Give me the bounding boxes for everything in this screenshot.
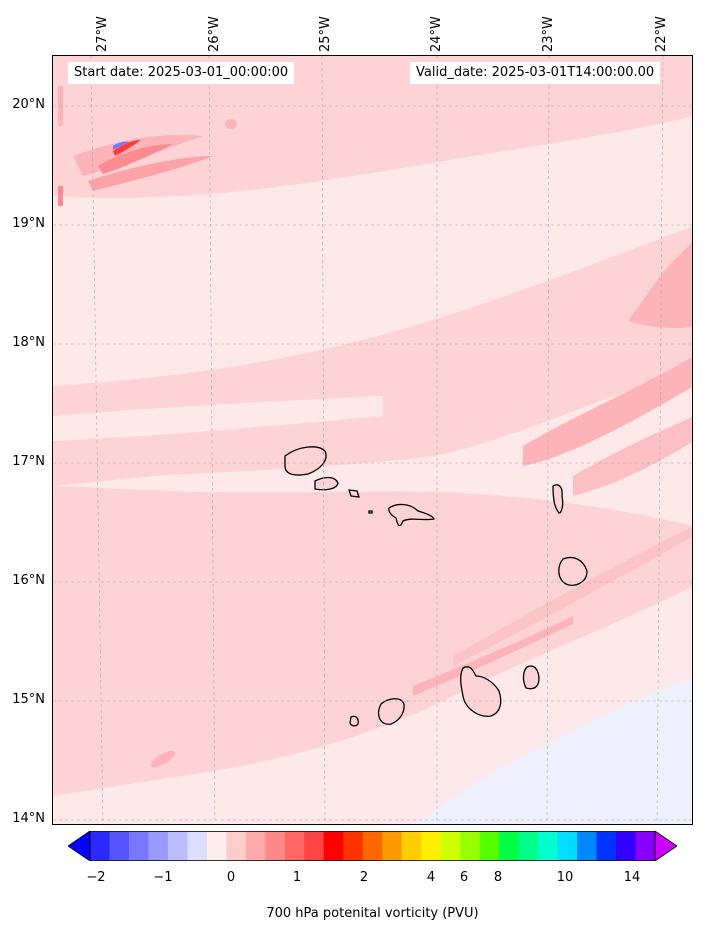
colorbar-cell xyxy=(284,831,305,861)
cb-tick-6: 6 xyxy=(459,870,469,885)
lat-label-18n: 18°N xyxy=(12,335,45,350)
colorbar-cell xyxy=(596,831,617,861)
colorbar-cell xyxy=(265,831,286,861)
colorbar-cell xyxy=(90,831,110,861)
colorbar-cell xyxy=(401,831,422,861)
colorbar-cell xyxy=(421,831,442,861)
colorbar-cell xyxy=(499,831,520,861)
cb-tick-3: 1 xyxy=(292,870,302,885)
colorbar-cell xyxy=(167,831,188,861)
lat-label-15n: 15°N xyxy=(12,692,45,707)
colorbar-cell xyxy=(245,831,266,861)
colorbar-cell xyxy=(323,831,344,861)
colorbar-cell xyxy=(226,831,247,861)
cb-tick-1: −1 xyxy=(153,870,173,885)
colorbar-min-arrow xyxy=(68,831,91,861)
start-date-label: Start date: 2025-03-01_00:00:00 xyxy=(68,62,295,84)
colorbar-cell xyxy=(343,831,364,861)
colorbar-cell xyxy=(109,831,130,861)
colorbar-cell xyxy=(382,831,403,861)
colorbar-cell xyxy=(577,831,598,861)
lat-label-16n: 16°N xyxy=(12,573,45,588)
lon-label-22w: 22°W xyxy=(654,16,669,52)
cb-tick-9: 14 xyxy=(623,870,641,885)
colorbar-cell xyxy=(187,831,208,861)
lat-label-17n: 17°N xyxy=(12,454,45,469)
lon-label-27w: 27°W xyxy=(95,16,110,52)
colorbar-cell xyxy=(128,831,149,861)
colorbar-cell xyxy=(206,831,227,861)
cb-tick-7: 8 xyxy=(493,870,503,885)
lat-label-20n: 20°N xyxy=(12,97,45,112)
colorbar-cell xyxy=(479,831,500,861)
lon-label-26w: 26°W xyxy=(207,16,222,52)
colorbar-cell xyxy=(518,831,539,861)
pv-field xyxy=(53,56,692,824)
lat-label-19n: 19°N xyxy=(12,216,45,231)
lat-label-14n: 14°N xyxy=(12,811,45,826)
lon-label-25w: 25°W xyxy=(318,16,333,52)
map-panel xyxy=(52,55,693,825)
valid-date-label: Valid_date: 2025-03-01T14:00:00.00 xyxy=(410,62,661,84)
lon-label-24w: 24°W xyxy=(429,16,444,52)
colorbar-cell xyxy=(635,831,656,861)
colorbar-cell xyxy=(557,831,578,861)
colorbar-title: 700 hPa potenital vorticity (PVU) xyxy=(266,906,479,921)
colorbar-cell xyxy=(616,831,637,861)
cb-tick-5: 4 xyxy=(426,870,436,885)
colorbar-cell xyxy=(440,831,461,861)
cb-tick-4: 2 xyxy=(359,870,369,885)
cb-tick-2: 0 xyxy=(226,870,236,885)
cb-tick-8: 10 xyxy=(556,870,574,885)
colorbar xyxy=(68,831,677,861)
colorbar-cell xyxy=(362,831,383,861)
lon-label-23w: 23°W xyxy=(541,16,556,52)
colorbar-cell xyxy=(460,831,481,861)
colorbar-cell xyxy=(538,831,559,861)
colorbar-cell xyxy=(304,831,325,861)
colorbar-max-arrow xyxy=(654,831,677,861)
colorbar-cell xyxy=(148,831,169,861)
cb-tick-0: −2 xyxy=(86,870,106,885)
